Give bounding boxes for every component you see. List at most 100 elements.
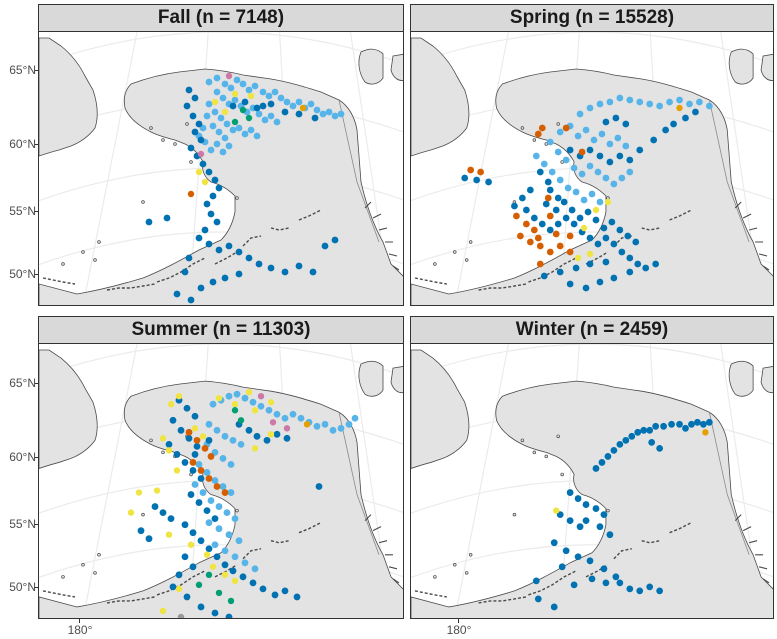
- small-island: [464, 258, 469, 262]
- observation-point-light-blue: [217, 114, 225, 122]
- observation-point-light-blue: [221, 547, 229, 555]
- observation-point-dark-blue: [612, 573, 620, 581]
- observation-point-light-blue: [213, 88, 221, 96]
- observation-point-dark-blue: [253, 104, 261, 112]
- observation-point-light-blue: [227, 84, 235, 92]
- observation-point-dark-blue: [624, 232, 632, 240]
- observation-point-dark-blue: [173, 290, 181, 298]
- observation-point-orange: [676, 104, 683, 112]
- observation-point-light-blue: [215, 128, 223, 136]
- observation-point-yellow: [135, 489, 143, 496]
- observation-point-light-blue: [313, 422, 321, 430]
- observation-point-light-blue: [195, 461, 203, 468]
- observation-point-dark-blue: [552, 206, 560, 214]
- island-chain: [414, 590, 447, 598]
- observation-point-pink: [269, 419, 277, 426]
- observation-point-light-blue: [686, 100, 693, 108]
- observation-point-light-blue: [215, 525, 223, 533]
- lat-tick: [35, 587, 39, 588]
- observation-point-light-blue: [576, 110, 584, 118]
- lat-label-65-top: 65°N: [9, 63, 36, 77]
- landmass-island: [358, 360, 384, 397]
- border-line: [338, 412, 380, 555]
- observation-point-dark-blue: [191, 128, 199, 136]
- island-chain: [585, 251, 609, 265]
- small-island: [141, 512, 145, 517]
- observation-point-light-blue: [191, 481, 199, 488]
- island-chain: [42, 590, 76, 598]
- observation-point-dark-blue: [596, 523, 604, 531]
- lat-tick: [35, 70, 39, 71]
- observation-point-light-blue: [213, 74, 221, 82]
- observation-point-dark-blue: [181, 459, 189, 466]
- observation-point-light-blue: [247, 126, 255, 134]
- observation-point-dark-blue: [205, 436, 213, 444]
- graticule-parallel: [411, 32, 773, 66]
- observation-point-light-blue: [225, 531, 233, 539]
- observation-point-light-blue: [205, 519, 213, 527]
- map-layer-summer: [39, 344, 403, 618]
- observation-point-dark-blue: [556, 511, 564, 519]
- observation-point-dark-blue: [582, 284, 590, 292]
- landmass-island: [390, 53, 403, 81]
- observation-point-dark-blue: [592, 505, 600, 513]
- observation-point-orange-red: [185, 428, 193, 436]
- landmass-island: [760, 53, 773, 81]
- island-chain: [613, 235, 632, 247]
- observation-point-dark-blue: [602, 579, 610, 587]
- observation-point-orange-red: [578, 148, 586, 156]
- observation-point-yellow: [553, 507, 560, 514]
- island-chain: [641, 540, 660, 544]
- island-chain: [214, 564, 238, 578]
- observation-point-light-blue: [231, 515, 239, 523]
- observation-point-dark-blue: [652, 422, 660, 430]
- observation-point-dark-blue: [281, 587, 289, 595]
- observation-point-green: [231, 118, 239, 126]
- observation-point-dark-blue: [692, 108, 699, 116]
- observation-point-light-blue: [209, 400, 217, 408]
- observation-point-orange-red: [205, 475, 213, 482]
- observation-point-dark-blue: [273, 430, 281, 438]
- observation-point-dark-blue: [652, 260, 660, 268]
- small-island: [61, 262, 65, 266]
- observation-point-orange-red: [187, 190, 195, 198]
- observation-point-light-blue: [602, 174, 610, 182]
- observation-point-orange-red: [546, 248, 554, 256]
- observation-point-dark-blue: [165, 440, 173, 448]
- observation-point-light-blue: [313, 106, 321, 114]
- observation-point-light-blue: [221, 432, 229, 440]
- small-island: [61, 575, 65, 579]
- observation-point-yellow: [159, 607, 167, 615]
- small-island: [97, 240, 101, 244]
- island-chain: [478, 283, 527, 291]
- observation-point-light-blue: [213, 426, 221, 434]
- observation-point-yellow: [175, 392, 183, 400]
- small-island: [433, 575, 437, 579]
- observation-point-dark-blue: [574, 495, 582, 502]
- observation-point-light-blue: [241, 394, 249, 402]
- observation-point-dark-blue: [167, 515, 175, 523]
- observation-point-light-blue: [588, 190, 596, 198]
- observation-point-light-blue: [215, 503, 223, 511]
- observation-point-dark-blue: [566, 517, 574, 525]
- observation-point-light-blue: [329, 426, 337, 434]
- observation-point-dark-blue: [229, 102, 237, 110]
- observation-point-light-blue: [233, 390, 241, 398]
- observation-point-dark-blue: [221, 561, 229, 569]
- observation-point-dark-blue: [189, 112, 197, 120]
- observation-point-orange-red: [526, 238, 534, 246]
- lat-label-60-top: 60°N: [9, 137, 36, 151]
- observation-point-yellow: [267, 399, 275, 406]
- observation-point-light-blue: [548, 168, 556, 176]
- graticule-meridian: [82, 344, 138, 618]
- observation-point-dark-blue: [640, 426, 648, 434]
- lat-tick: [35, 457, 39, 458]
- map-spring: [410, 32, 774, 306]
- observation-point-light-blue: [319, 110, 327, 118]
- observation-point-light-blue: [656, 102, 664, 110]
- observation-point-yellow: [173, 467, 181, 474]
- island-chain: [641, 227, 660, 231]
- observation-point-light-blue: [231, 96, 239, 104]
- observation-point-dark-blue: [642, 264, 650, 272]
- observation-point-dark-blue: [634, 428, 642, 436]
